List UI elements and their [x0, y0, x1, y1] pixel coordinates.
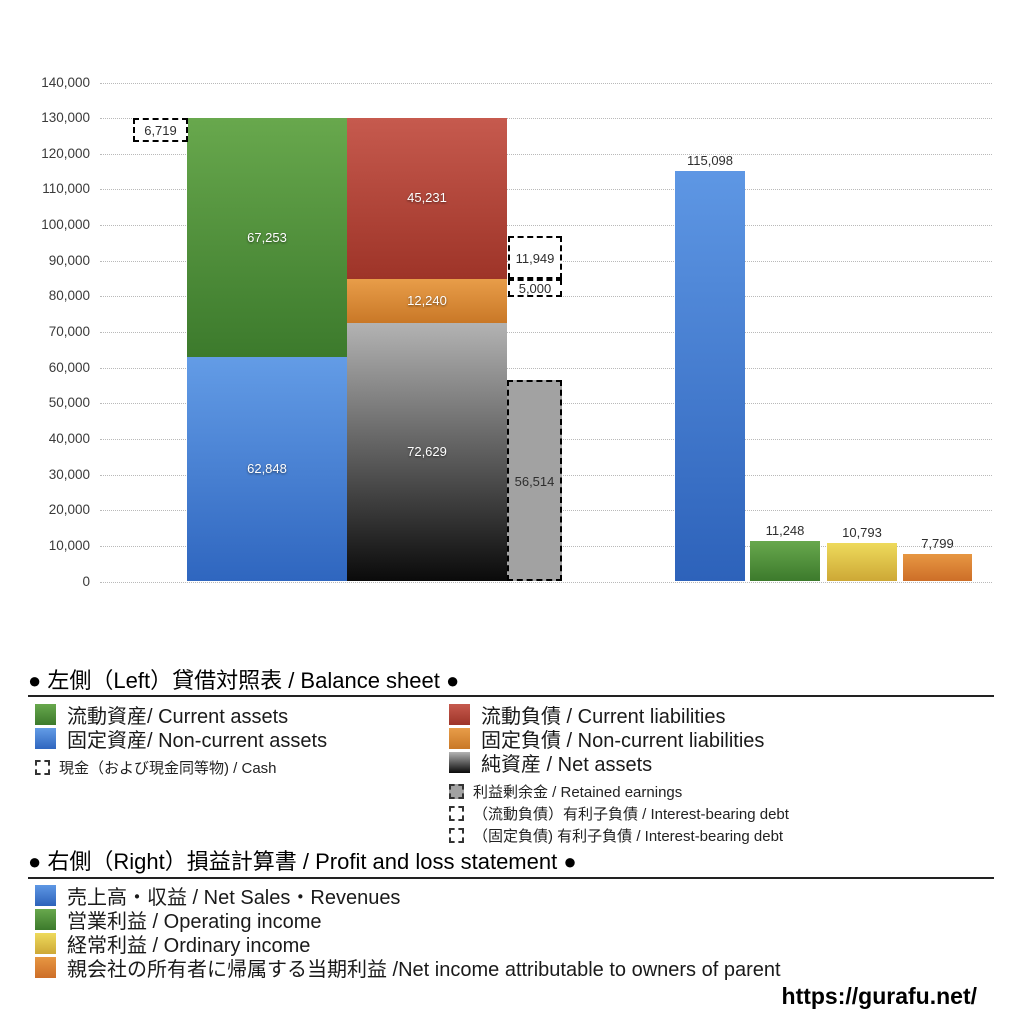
legend-bs-net-assets: 純資産 / Net assets — [449, 750, 789, 776]
balance-sheet-section-title: ● 左側（Left）貸借対照表 / Balance sheet ● — [28, 668, 460, 693]
bar-value-label: 45,231 — [407, 190, 447, 206]
legend-label: 営業利益 / Operating income — [67, 910, 322, 933]
legend-bs-non-current-assets: 固定資産/ Non-current assets — [35, 726, 328, 752]
y-axis-tick-label: 30,000 — [48, 466, 90, 482]
legend-label: （流動負債）有利子負債 / Interest-bearing debt — [473, 805, 789, 823]
pnl-bar-value-label: 10,793 — [842, 525, 882, 541]
dashed-box-swatch-icon — [449, 827, 464, 843]
site-url: https://gurafu.net/ — [781, 983, 977, 1009]
pnl-bar-ordinary-income — [827, 543, 897, 582]
current-liabilities-swatch-icon — [449, 703, 470, 725]
annotation-interest-bearing-debt-non-current-value: 5,000 — [518, 280, 552, 296]
legend-bs-dashed: （流動負債）有利子負債 / Interest-bearing debt — [449, 802, 789, 824]
legend-label: 固定負債 / Non-current liabilities — [481, 729, 765, 752]
legend-bs-non-current-liabilities: 固定負債 / Non-current liabilities — [449, 726, 789, 752]
legend-bs-retained-earnings: 利益剰余金 / Retained earnings — [449, 780, 789, 802]
y-axis-tick-label: 60,000 — [48, 359, 90, 375]
annotation-interest-bearing-debt-current-box: 11,949 — [508, 236, 562, 279]
non-current-liabilities-swatch-icon — [449, 727, 470, 749]
y-axis-tick-label: 100,000 — [41, 217, 90, 233]
pnl-bar-value-label: 11,248 — [765, 523, 805, 539]
pnl-bar-net-income-parent — [903, 553, 972, 582]
balance-sheet-legend-right-column: 流動負債 / Current liabilities 固定負債 / Non-cur… — [449, 702, 789, 846]
legend-label: 現金（および現金同等物) / Cash — [59, 759, 277, 777]
legend-bs-dashed: 現金（および現金同等物) / Cash — [35, 756, 327, 778]
legend-label: 流動負債 / Current liabilities — [481, 705, 726, 728]
legend-pnl-operating-income: 営業利益 / Operating income — [35, 907, 781, 933]
gridline — [100, 296, 992, 298]
annotation-cash-value: 6,719 — [144, 122, 177, 138]
operating-income-swatch-icon — [35, 908, 56, 930]
legend-pnl-net-income-parent: 親会社の所有者に帰属する当期利益 /Net income attributabl… — [35, 955, 781, 981]
legend-pnl-net-sales: 売上高・収益 / Net Sales・Revenues — [35, 883, 781, 909]
balance-sheet-section-divider — [28, 695, 994, 697]
y-axis-tick-label: 40,000 — [48, 430, 90, 446]
bar-value-label: 67,253 — [247, 229, 287, 245]
y-axis-tick-label: 140,000 — [41, 74, 90, 90]
y-axis-tick-label: 50,000 — [48, 395, 90, 411]
annotation-cash-box: 6,719 — [133, 117, 188, 142]
legend-bs-current-liabilities: 流動負債 / Current liabilities — [449, 702, 789, 728]
pnl-bar-operating-income — [750, 541, 820, 582]
segment-current-liabilities: 45,231 — [347, 117, 507, 279]
gridline — [100, 189, 992, 191]
ordinary-income-swatch-icon — [35, 932, 56, 954]
legend-label: 経常利益 / Ordinary income — [67, 934, 311, 957]
retained-earnings-swatch-icon — [449, 783, 464, 799]
legend-label: 流動資産/ Current assets — [67, 705, 289, 728]
y-axis-tick-label: 70,000 — [48, 324, 90, 339]
y-axis-tick-label: 0 — [82, 573, 90, 589]
gridline — [100, 225, 992, 227]
annotation-retained-earnings-bar: 56,514 — [507, 380, 562, 582]
y-axis-tick-label: 20,000 — [48, 502, 90, 518]
gridline — [100, 153, 992, 155]
y-axis-tick-label: 10,000 — [48, 537, 90, 553]
y-axis-tick-label: 90,000 — [48, 252, 90, 268]
dashed-box-swatch-icon — [35, 759, 50, 775]
segment-net-assets: 72,629 — [347, 322, 507, 582]
y-axis-tick-label: 110,000 — [42, 181, 90, 197]
y-axis-tick-label: 130,000 — [41, 110, 90, 126]
dashed-box-swatch-icon — [449, 805, 464, 821]
gridline — [100, 581, 992, 583]
balance-sheet-legend-left-column: 流動資産/ Current assets 固定資産/ Non-current as… — [35, 702, 327, 778]
legend-pnl-ordinary-income: 経常利益 / Ordinary income — [35, 931, 781, 957]
net-assets-swatch-icon — [449, 751, 470, 773]
legend-label: 親会社の所有者に帰属する当期利益 /Net income attributabl… — [67, 958, 781, 981]
non-current-assets-swatch-icon — [35, 727, 56, 749]
pnl-bar-net-sales — [675, 171, 745, 582]
gridline — [100, 118, 992, 120]
net-sales-swatch-icon — [35, 884, 56, 906]
legend-bs-dashed: （固定負債) 有利子負債 / Interest-bearing debt — [449, 824, 789, 846]
bar-value-label: 72,629 — [407, 444, 447, 460]
annotation-interest-bearing-debt-current-value: 11,949 — [515, 250, 555, 266]
segment-non-current-assets: 62,848 — [187, 357, 347, 582]
segment-current-assets: 67,253 — [187, 117, 347, 358]
gridline — [100, 367, 992, 369]
chart-area: 0 10,000 20,000 30,000 40,000 50,000 60,000 70,… — [41, 74, 992, 589]
segment-non-current-liabilities: 12,240 — [347, 279, 507, 323]
legend-label: 固定資産/ Non-current assets — [67, 729, 328, 752]
legend-label: 純資産 / Net assets — [481, 753, 653, 776]
pnl-section-title: ● 右側（Right）損益計算書 / Profit and loss state… — [28, 849, 577, 874]
gridline — [100, 332, 992, 333]
y-axis-tick-label: 120,000 — [41, 145, 90, 161]
legend-label: 売上高・収益 / Net Sales・Revenues — [67, 886, 401, 909]
pnl-bar-value-label: 7,799 — [921, 535, 954, 551]
gridline — [100, 82, 992, 84]
legend-label: （固定負債) 有利子負債 / Interest-bearing debt — [473, 827, 784, 845]
y-axis-tick-label: 80,000 — [48, 288, 90, 304]
legend-bs-current-assets: 流動資産/ Current assets — [35, 702, 327, 728]
pnl-section-divider — [28, 877, 994, 879]
net-income-parent-swatch-icon — [35, 956, 56, 978]
bar-value-label: 12,240 — [407, 292, 447, 308]
pnl-bar-value-label: 115,098 — [686, 153, 734, 169]
current-assets-swatch-icon — [35, 703, 56, 725]
bar-value-label: 62,848 — [247, 461, 287, 477]
pnl-legend-column: 売上高・収益 / Net Sales・Revenues 営業利益 / Operat… — [35, 883, 781, 981]
legend-label: 利益剰余金 / Retained earnings — [473, 783, 683, 801]
annotation-interest-bearing-debt-non-current-box: 5,000 — [508, 279, 562, 297]
annotation-retained-earnings-value: 56,514 — [514, 473, 555, 489]
